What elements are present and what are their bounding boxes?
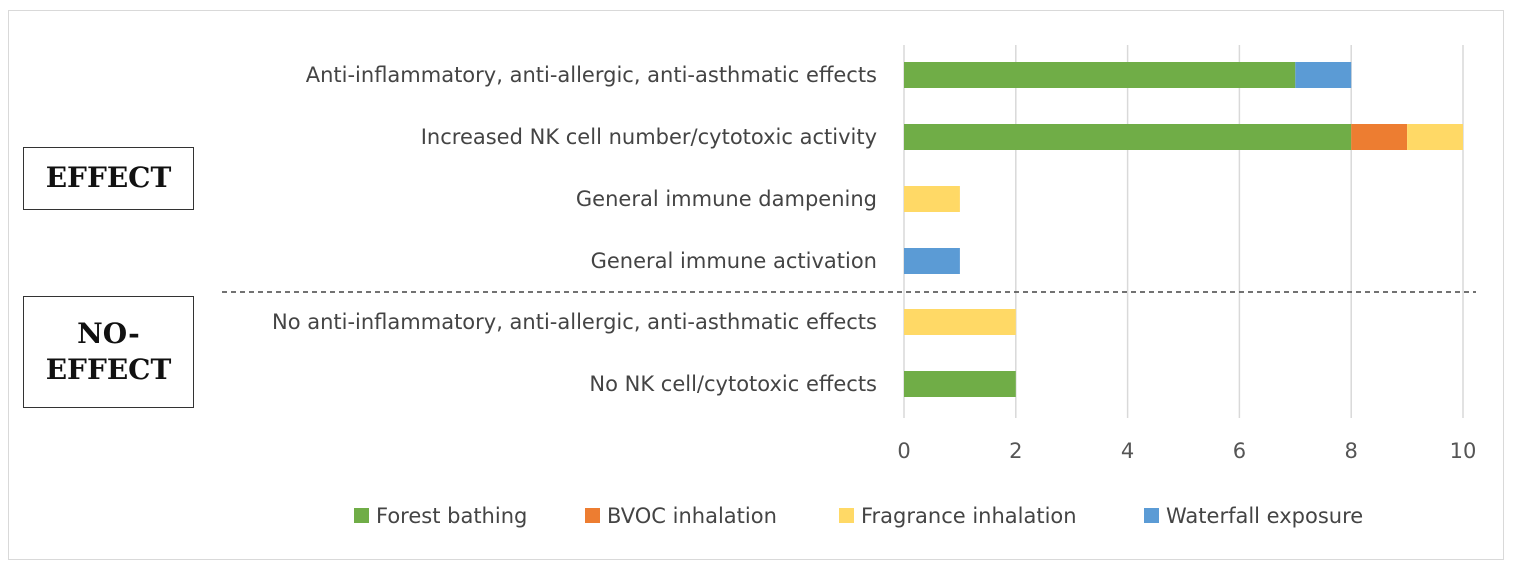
legend-swatch bbox=[585, 508, 600, 523]
category-label: Increased NK cell number/cytotoxic activ… bbox=[421, 125, 877, 149]
legend-swatch bbox=[354, 508, 369, 523]
legend-swatch bbox=[839, 508, 854, 523]
group-label-no-effect: NO-EFFECT bbox=[23, 296, 194, 408]
bar-segment bbox=[904, 124, 1352, 150]
bar-segment bbox=[1295, 62, 1352, 88]
legend-label: Fragrance inhalation bbox=[861, 504, 1077, 528]
x-tick-label: 0 bbox=[897, 439, 910, 463]
category-label: General immune activation bbox=[591, 249, 877, 273]
bar-segment bbox=[904, 186, 960, 212]
legend-swatch bbox=[1144, 508, 1159, 523]
bar-segment bbox=[904, 309, 1016, 335]
x-tick-label: 10 bbox=[1450, 439, 1477, 463]
category-label: No anti-inflammatory, anti-allergic, ant… bbox=[272, 310, 877, 334]
bar-segment bbox=[904, 248, 960, 274]
x-tick-label: 8 bbox=[1345, 439, 1358, 463]
x-tick-label: 6 bbox=[1233, 439, 1246, 463]
x-tick-label: 2 bbox=[1009, 439, 1022, 463]
legend-label: Forest bathing bbox=[376, 504, 527, 528]
chart-frame bbox=[8, 10, 1504, 560]
bar-segment bbox=[1351, 124, 1408, 150]
legend-label: BVOC inhalation bbox=[607, 504, 777, 528]
bar-segment bbox=[904, 371, 1016, 397]
bar-segment bbox=[904, 62, 1296, 88]
category-label: No NK cell/cytotoxic effects bbox=[589, 372, 877, 396]
category-label: General immune dampening bbox=[576, 187, 877, 211]
group-label-effect: EFFECT bbox=[23, 147, 194, 210]
legend-label: Waterfall exposure bbox=[1166, 504, 1363, 528]
bar-segment bbox=[1407, 124, 1463, 150]
category-label: Anti-inflammatory, anti-allergic, anti-a… bbox=[306, 63, 877, 87]
x-tick-label: 4 bbox=[1121, 439, 1134, 463]
